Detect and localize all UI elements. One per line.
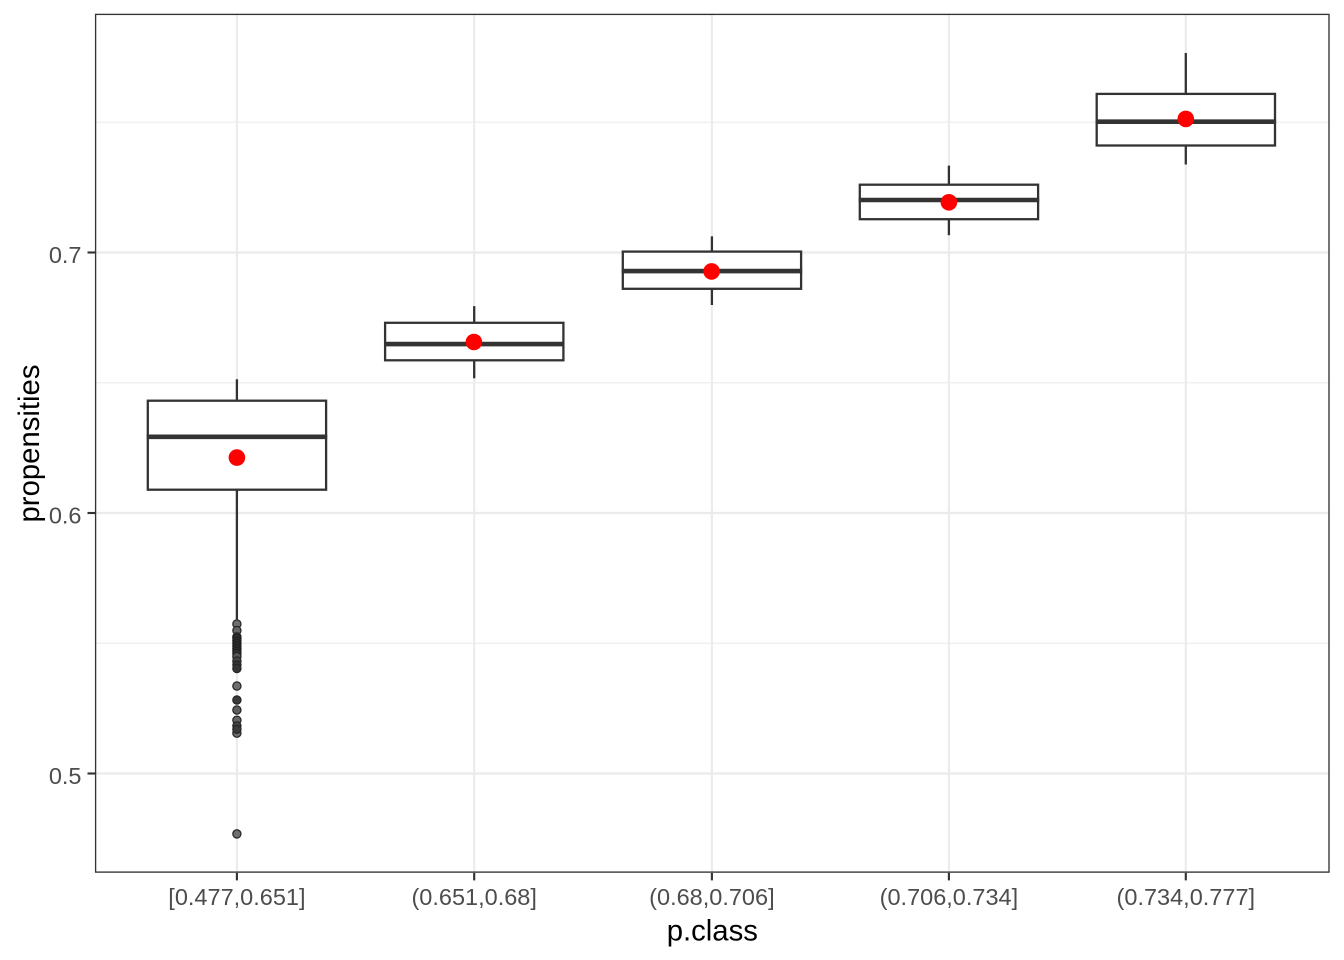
svg-text:(0.706,0.734]: (0.706,0.734] — [880, 884, 1019, 910]
svg-text:[0.477,0.651]: [0.477,0.651] — [168, 884, 305, 910]
svg-text:0.5: 0.5 — [49, 763, 82, 789]
svg-text:(0.68,0.706]: (0.68,0.706] — [649, 884, 774, 910]
svg-text:0.6: 0.6 — [49, 502, 82, 528]
svg-text:p.class: p.class — [667, 915, 758, 948]
svg-text:0.7: 0.7 — [49, 242, 82, 268]
svg-text:(0.734,0.777]: (0.734,0.777] — [1117, 884, 1256, 910]
svg-text:(0.651,0.68]: (0.651,0.68] — [411, 884, 536, 910]
svg-text:propensities: propensities — [13, 365, 46, 523]
